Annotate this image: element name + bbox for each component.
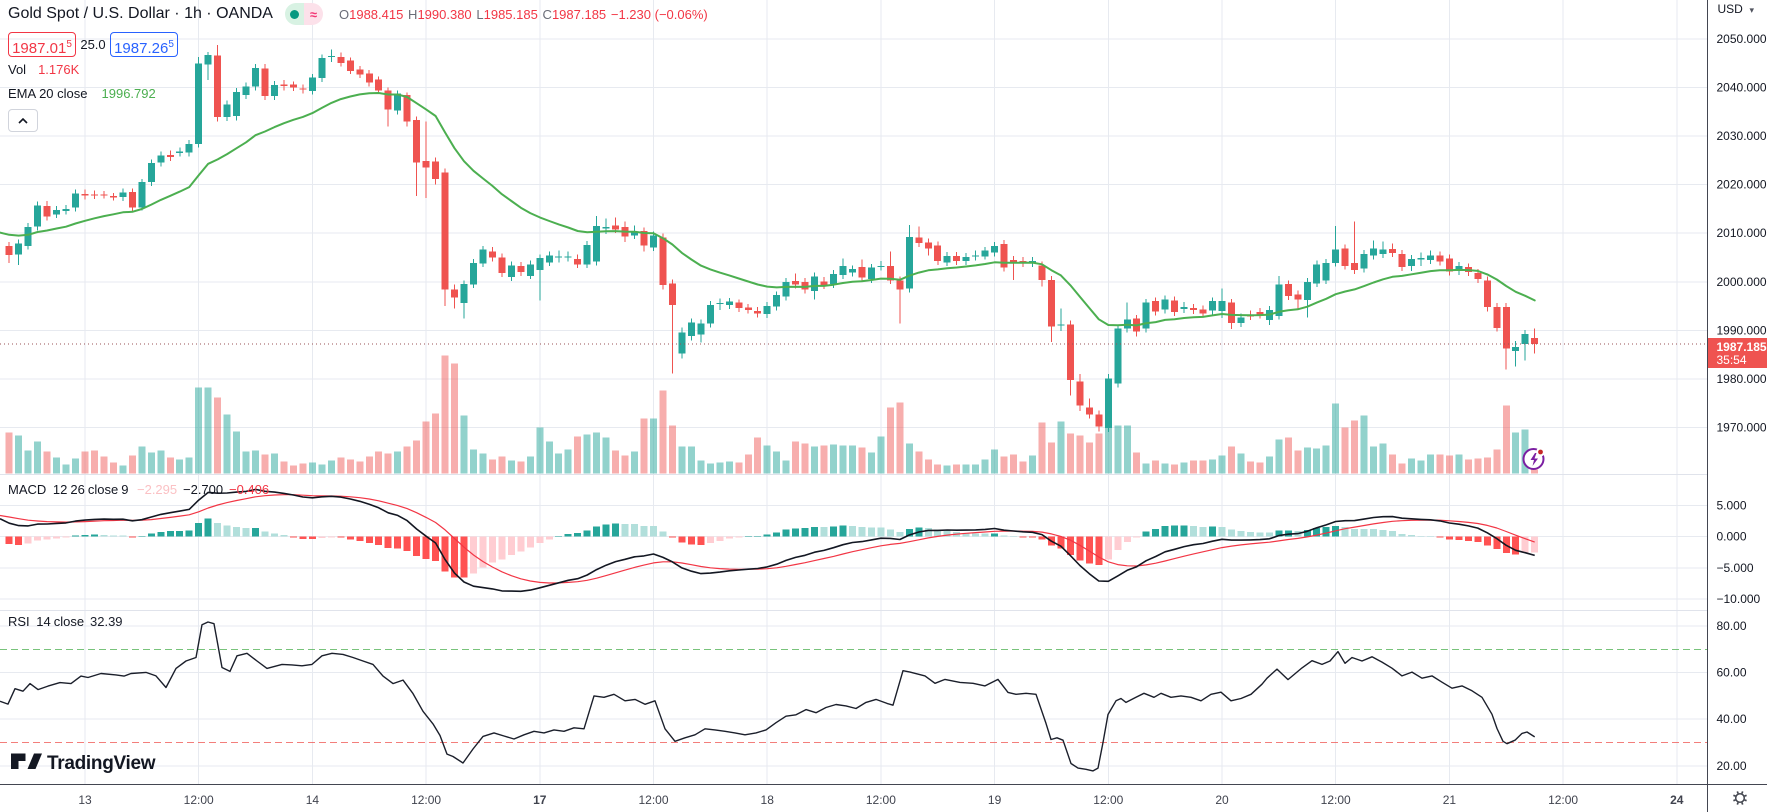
svg-text:24: 24 xyxy=(1670,793,1684,807)
svg-text:2050.000: 2050.000 xyxy=(1717,32,1767,46)
svg-text:13: 13 xyxy=(78,793,92,807)
svg-text:21: 21 xyxy=(1443,793,1457,807)
svg-text:18: 18 xyxy=(761,793,775,807)
svg-text:12:00: 12:00 xyxy=(638,793,668,807)
svg-text:14: 14 xyxy=(306,793,320,807)
svg-text:12:00: 12:00 xyxy=(184,793,214,807)
svg-text:32.39: 32.39 xyxy=(90,614,123,629)
svg-text:1970.000: 1970.000 xyxy=(1717,421,1767,435)
svg-text:2020.000: 2020.000 xyxy=(1717,178,1767,192)
svg-text:−0.406: −0.406 xyxy=(229,482,269,497)
svg-text:17: 17 xyxy=(533,793,547,807)
svg-text:2010.000: 2010.000 xyxy=(1717,226,1767,240)
svg-text:12:00: 12:00 xyxy=(411,793,441,807)
svg-text:12:00: 12:00 xyxy=(1093,793,1123,807)
svg-text:TradingView: TradingView xyxy=(47,753,156,774)
svg-text:2000.000: 2000.000 xyxy=(1717,275,1767,289)
svg-text:19: 19 xyxy=(988,793,1002,807)
svg-text:5.000: 5.000 xyxy=(1717,499,1747,513)
svg-text:35:54: 35:54 xyxy=(1717,353,1747,367)
svg-text:2040.000: 2040.000 xyxy=(1717,80,1767,94)
svg-text:1990.000: 1990.000 xyxy=(1717,323,1767,337)
svg-text:20: 20 xyxy=(1215,793,1229,807)
svg-text:2030.000: 2030.000 xyxy=(1717,129,1767,143)
svg-text:−10.000: −10.000 xyxy=(1717,592,1761,606)
svg-text:▾: ▾ xyxy=(1750,5,1755,15)
svg-text:12:00: 12:00 xyxy=(1321,793,1351,807)
svg-text:USD: USD xyxy=(1718,2,1744,16)
svg-text:0.000: 0.000 xyxy=(1717,530,1747,544)
svg-text:1980.000: 1980.000 xyxy=(1717,372,1767,386)
svg-text:12:00: 12:00 xyxy=(1548,793,1578,807)
svg-text:−2.700: −2.700 xyxy=(183,482,223,497)
svg-text:12:00: 12:00 xyxy=(866,793,896,807)
svg-text:80.00: 80.00 xyxy=(1717,619,1747,633)
svg-text:40.00: 40.00 xyxy=(1717,712,1747,726)
svg-text:1987.185: 1987.185 xyxy=(1717,340,1767,354)
svg-text:−2.295: −2.295 xyxy=(137,482,177,497)
svg-text:60.00: 60.00 xyxy=(1717,666,1747,680)
svg-text:20.00: 20.00 xyxy=(1717,759,1747,773)
svg-text:−5.000: −5.000 xyxy=(1717,561,1754,575)
